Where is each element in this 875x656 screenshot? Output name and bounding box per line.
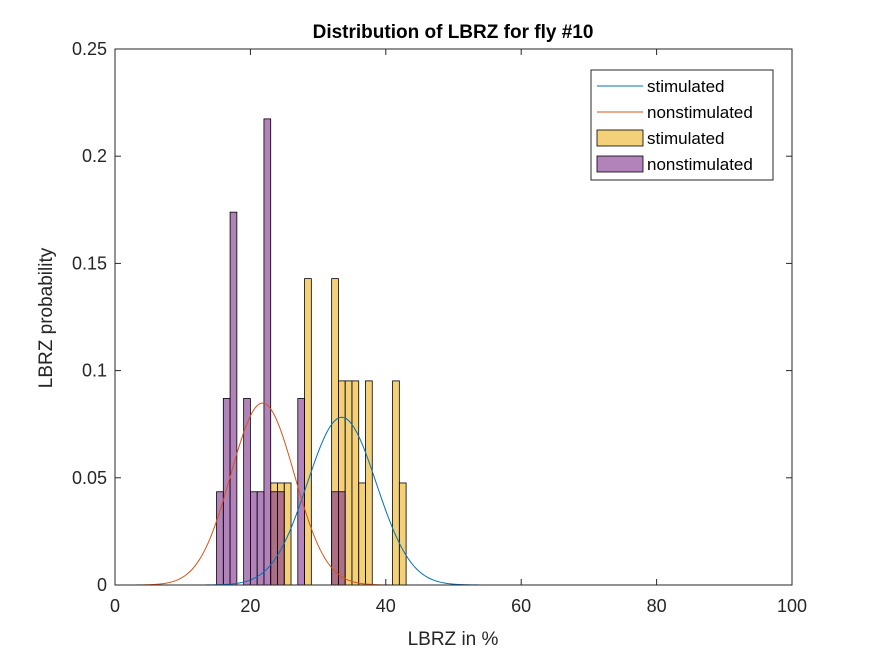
bar-nonstimulated — [297, 398, 305, 586]
y-tick-label: 0.2 — [82, 146, 107, 166]
bar-nonstimulated — [256, 491, 265, 586]
y-tick-label: 0.05 — [72, 468, 107, 488]
bar-nonstimulated — [243, 398, 251, 586]
y-axis-label: LBRZ probability — [36, 247, 57, 388]
legend-label: stimulated — [647, 77, 724, 96]
legend-patch-swatch — [596, 129, 644, 147]
bar-nonstimulated — [263, 118, 272, 586]
legend-label: nonstimulated — [647, 103, 753, 122]
histogram-nonstimulated — [216, 118, 346, 586]
bar-nonstimulated — [229, 211, 238, 586]
bar-stimulated — [392, 380, 400, 586]
legend: stimulated nonstimulated stimulated nonstim… — [590, 69, 774, 181]
bar-nonstimulated — [216, 491, 224, 586]
y-tick-label: 0.25 — [72, 39, 107, 59]
plot-area — [114, 48, 793, 586]
legend-patch-swatch — [596, 155, 644, 173]
bar-stimulated — [351, 380, 360, 586]
bar-stimulated — [344, 380, 353, 586]
bar-nonstimulated — [222, 398, 231, 586]
bar-stimulated — [283, 482, 292, 586]
x-axis-label: LBRZ in % — [408, 629, 499, 650]
x-tick-label: 80 — [647, 596, 667, 616]
y-tick-label: 0 — [97, 575, 107, 595]
bar-stimulated — [365, 380, 373, 586]
histogram-stimulated — [270, 278, 407, 586]
bar-nonstimulated — [270, 491, 278, 586]
x-tick-label: 40 — [376, 596, 396, 616]
chart-title: Distribution of LBRZ for fly #10 — [313, 22, 594, 43]
bar-stimulated — [358, 482, 366, 586]
legend-label: stimulated — [647, 129, 724, 148]
axes-box — [114, 48, 793, 586]
x-tick-label: 100 — [777, 596, 807, 616]
x-tick-label: 0 — [110, 596, 120, 616]
legend-label: nonstimulated — [647, 155, 753, 174]
bar-stimulated — [304, 278, 312, 586]
y-axis: 0 0.05 0.1 0.15 0.2 0.25 — [72, 39, 792, 595]
bar-nonstimulated — [338, 491, 346, 586]
y-tick-label: 0.1 — [82, 361, 107, 381]
x-axis: 0 20 40 60 80 100 — [110, 49, 807, 616]
bar-nonstimulated — [249, 491, 258, 586]
bar-nonstimulated — [277, 491, 285, 586]
x-tick-label: 60 — [511, 596, 531, 616]
x-tick-label: 20 — [240, 596, 260, 616]
bar-stimulated — [398, 482, 407, 586]
y-tick-label: 0.15 — [72, 253, 107, 273]
